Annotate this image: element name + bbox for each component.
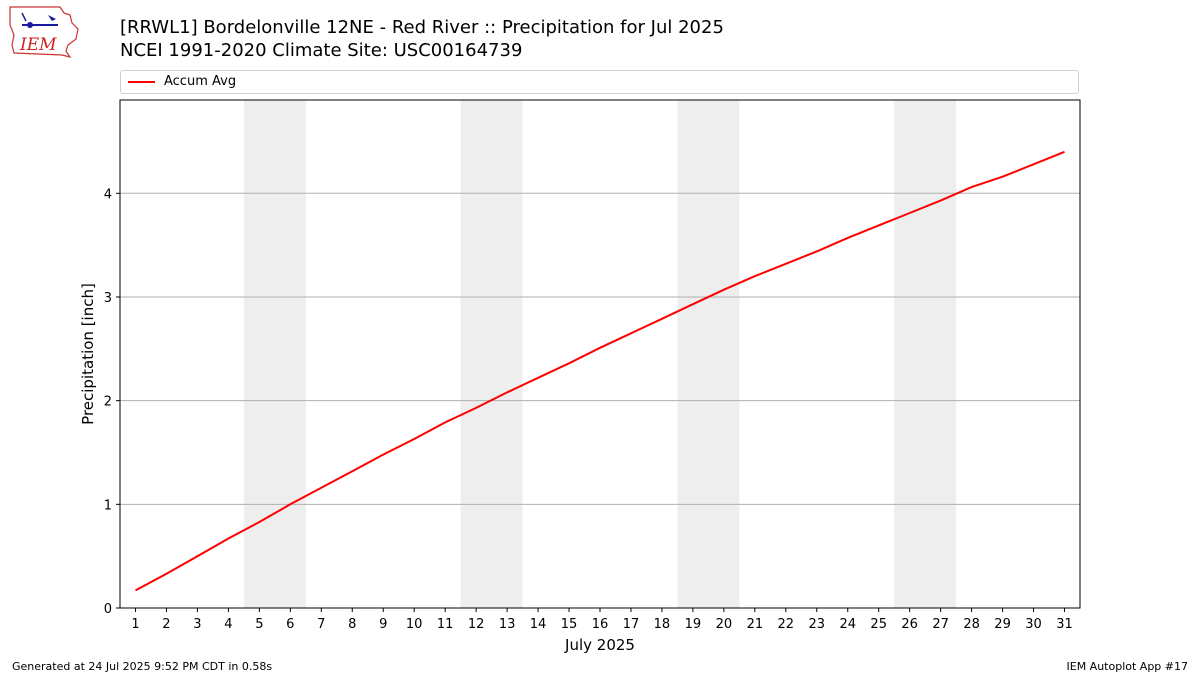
y-tick-label: 0 xyxy=(104,602,112,617)
x-tick-label: 14 xyxy=(530,617,547,632)
y-tick-label: 3 xyxy=(104,291,112,306)
x-tick-label: 20 xyxy=(716,617,733,632)
chart-subtitle: NCEI 1991-2020 Climate Site: USC00164739 xyxy=(120,40,523,61)
x-tick-label: 12 xyxy=(468,617,485,632)
x-tick-label: 13 xyxy=(499,617,516,632)
weekend-band xyxy=(460,100,523,608)
x-tick-label: 22 xyxy=(778,617,795,632)
x-tick-label: 11 xyxy=(437,617,454,632)
x-tick-label: 15 xyxy=(561,617,578,632)
x-tick-label: 4 xyxy=(224,617,232,632)
weekend-band xyxy=(894,100,957,608)
iem-logo-icon: IEM xyxy=(9,6,79,58)
x-tick-label: 21 xyxy=(747,617,764,632)
legend: Accum Avg xyxy=(120,70,1079,94)
x-tick-label: 29 xyxy=(994,617,1011,632)
y-tick-label: 2 xyxy=(104,395,112,410)
svg-text:IEM: IEM xyxy=(19,35,57,55)
weekend-band xyxy=(677,100,740,608)
x-tick-label: 1 xyxy=(131,617,139,632)
x-tick-label: 10 xyxy=(406,617,423,632)
x-tick-label: 8 xyxy=(348,617,356,632)
x-tick-label: 5 xyxy=(255,617,263,632)
x-tick-label: 16 xyxy=(592,617,609,632)
x-tick-label: 30 xyxy=(1025,617,1042,632)
y-axis-label: Precipitation [inch] xyxy=(79,283,97,425)
x-tick-label: 24 xyxy=(839,617,856,632)
app-footer: IEM Autoplot App #17 xyxy=(1066,660,1189,673)
weekend-band xyxy=(243,100,306,608)
plot-frame xyxy=(119,99,1081,609)
chart-title: [RRWL1] Bordelonville 12NE - Red River :… xyxy=(120,17,724,38)
x-tick-label: 6 xyxy=(286,617,294,632)
x-tick-label: 27 xyxy=(932,617,949,632)
legend-label-accum-avg: Accum Avg xyxy=(164,74,237,89)
generated-footer: Generated at 24 Jul 2025 9:52 PM CDT in … xyxy=(12,660,273,673)
x-tick-label: 31 xyxy=(1056,617,1073,632)
x-tick-label: 26 xyxy=(901,617,918,632)
series-line-accum-avg xyxy=(135,150,1065,592)
x-axis-label: July 2025 xyxy=(564,636,635,654)
y-tick-label: 4 xyxy=(104,187,112,202)
x-tick-label: 28 xyxy=(963,617,980,632)
legend-swatch-accum-avg xyxy=(128,81,155,83)
x-tick-label: 19 xyxy=(685,617,702,632)
x-tick-label: 3 xyxy=(193,617,201,632)
x-tick-label: 2 xyxy=(162,617,170,632)
x-tick-label: 9 xyxy=(379,617,387,632)
x-tick-label: 23 xyxy=(809,617,826,632)
x-tick-label: 17 xyxy=(623,617,640,632)
y-tick-label: 1 xyxy=(104,498,112,513)
x-tick-label: 7 xyxy=(317,617,325,632)
x-tick-label: 25 xyxy=(870,617,887,632)
x-tick-label: 18 xyxy=(654,617,671,632)
